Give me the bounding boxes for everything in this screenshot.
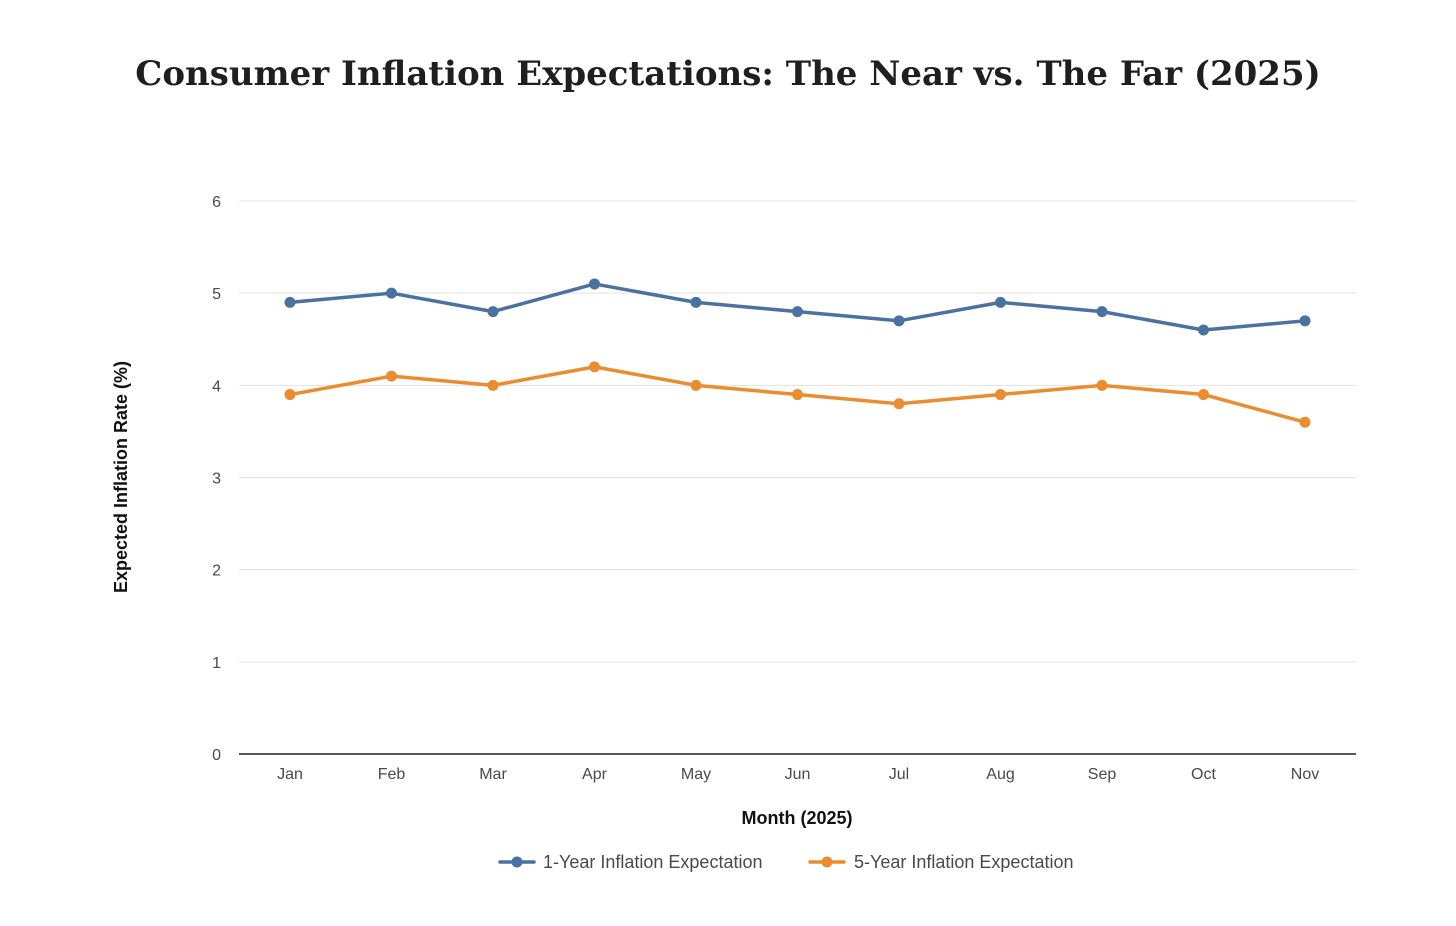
legend-swatch-marker (821, 856, 833, 868)
y-tick-label: 3 (212, 471, 221, 488)
legend-item[interactable]: 1-Year Inflation Expectation (498, 852, 762, 872)
legend-swatch-marker (511, 856, 523, 868)
data-point[interactable] (1096, 306, 1108, 318)
x-tick-label: Jun (785, 766, 811, 783)
legend-label: 1-Year Inflation Expectation (543, 852, 762, 872)
x-tick-label: Oct (1191, 766, 1216, 783)
gridlines (239, 200, 1356, 663)
data-point[interactable] (386, 370, 397, 382)
y-tick-label: 4 (212, 378, 221, 395)
data-point[interactable] (1299, 416, 1311, 428)
legend: 1-Year Inflation Expectation 5-Year Infla… (498, 852, 1073, 872)
x-tick-label: May (681, 766, 711, 783)
y-axis-ticks: 0 1 2 3 4 5 6 (212, 194, 221, 764)
x-tick-label: Jan (277, 766, 303, 783)
data-point[interactable] (792, 389, 803, 401)
y-axis-label: Expected Inflation Rate (%) (111, 361, 131, 593)
y-tick-label: 1 (212, 655, 221, 672)
chart-title: Consumer Inflation Expectations: The Nea… (135, 54, 1320, 94)
data-point[interactable] (690, 379, 702, 391)
x-tick-label: Nov (1291, 766, 1319, 783)
data-point[interactable] (487, 379, 499, 391)
x-tick-label: Feb (378, 766, 406, 783)
legend-label: 5-Year Inflation Expectation (854, 852, 1073, 872)
data-point[interactable] (284, 389, 296, 401)
series-group (284, 278, 1311, 428)
data-point[interactable] (792, 306, 803, 318)
data-point[interactable] (1096, 379, 1108, 391)
x-tick-label: Apr (582, 766, 608, 783)
data-point[interactable] (995, 389, 1006, 401)
series-2 (284, 361, 1311, 428)
y-tick-label: 0 (212, 747, 221, 764)
data-point[interactable] (487, 306, 499, 318)
x-tick-label: Jul (889, 766, 909, 783)
data-point[interactable] (386, 287, 397, 299)
x-tick-label: Aug (986, 766, 1014, 783)
x-axis-label: Month (2025) (741, 808, 852, 828)
series-1 (284, 278, 1311, 336)
data-point[interactable] (1299, 315, 1311, 327)
data-point[interactable] (893, 315, 905, 327)
x-tick-label: Mar (479, 766, 507, 783)
data-point[interactable] (690, 296, 702, 308)
data-point[interactable] (893, 398, 905, 410)
y-tick-label: 2 (212, 563, 221, 580)
y-tick-label: 6 (212, 194, 221, 211)
data-point[interactable] (995, 296, 1006, 308)
legend-item[interactable]: 5-Year Inflation Expectation (808, 852, 1073, 872)
data-point[interactable] (589, 361, 600, 373)
data-point[interactable] (589, 278, 600, 290)
data-point[interactable] (1198, 324, 1209, 336)
y-tick-label: 5 (212, 286, 221, 303)
x-tick-label: Sep (1088, 766, 1117, 783)
x-axis-ticks: Jan Feb Mar Apr May Jun Jul Aug Sep Oct Nov (277, 766, 1319, 783)
data-point[interactable] (1198, 389, 1209, 401)
data-point[interactable] (284, 296, 296, 308)
